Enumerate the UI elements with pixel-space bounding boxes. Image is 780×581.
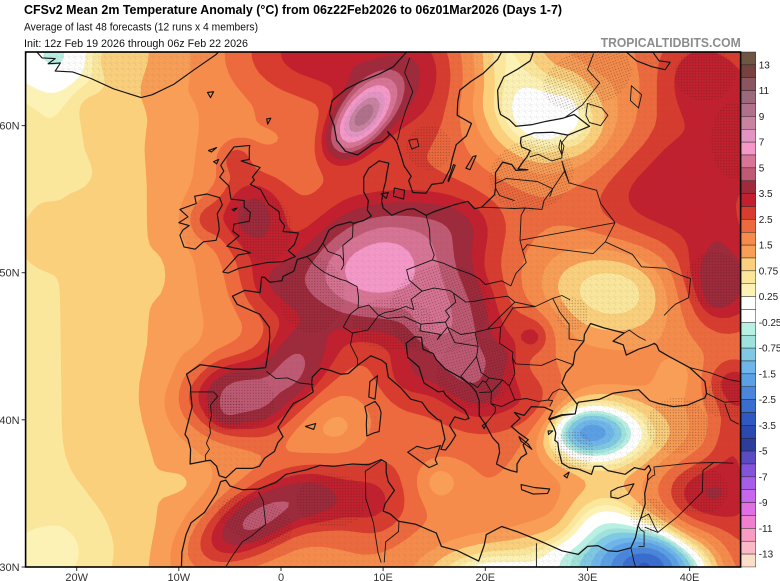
svg-text:50N: 50N bbox=[0, 268, 20, 280]
svg-text:-9: -9 bbox=[759, 498, 768, 509]
svg-text:CFSv2 Mean 2m Temperature Anom: CFSv2 Mean 2m Temperature Anomaly (°C) f… bbox=[24, 2, 562, 17]
svg-text:TROPICALTIDBITS.COM: TROPICALTIDBITS.COM bbox=[601, 35, 741, 50]
svg-text:3.5: 3.5 bbox=[759, 189, 773, 200]
svg-text:-7: -7 bbox=[759, 472, 768, 483]
svg-text:-0.25: -0.25 bbox=[759, 318, 780, 329]
svg-text:-13: -13 bbox=[759, 550, 774, 561]
svg-text:-5: -5 bbox=[759, 447, 768, 458]
svg-text:-2.5: -2.5 bbox=[759, 395, 777, 406]
svg-text:20E: 20E bbox=[476, 572, 496, 581]
svg-text:0.25: 0.25 bbox=[759, 292, 779, 303]
svg-text:-0.75: -0.75 bbox=[759, 344, 780, 355]
svg-text:-11: -11 bbox=[759, 524, 773, 535]
svg-text:0: 0 bbox=[278, 572, 284, 581]
svg-text:1.5: 1.5 bbox=[759, 241, 773, 252]
svg-text:7: 7 bbox=[759, 138, 765, 149]
svg-text:-1.5: -1.5 bbox=[759, 369, 777, 380]
svg-text:20W: 20W bbox=[65, 572, 88, 581]
svg-text:40N: 40N bbox=[0, 415, 20, 427]
svg-text:0.75: 0.75 bbox=[759, 266, 779, 277]
svg-text:30N: 30N bbox=[0, 562, 20, 574]
svg-text:10W: 10W bbox=[167, 572, 190, 581]
svg-text:9: 9 bbox=[759, 112, 765, 123]
svg-text:40E: 40E bbox=[680, 572, 700, 581]
svg-text:Average of last 48 forecasts (: Average of last 48 forecasts (12 runs x … bbox=[24, 22, 258, 34]
svg-text:Init: 12z Feb 19 2026 through: Init: 12z Feb 19 2026 through 06z Feb 22… bbox=[24, 38, 248, 50]
svg-text:13: 13 bbox=[759, 60, 771, 71]
svg-text:10E: 10E bbox=[373, 572, 393, 581]
svg-text:60N: 60N bbox=[0, 121, 20, 133]
svg-text:-3.5: -3.5 bbox=[759, 421, 777, 432]
svg-text:11: 11 bbox=[759, 86, 770, 97]
svg-text:30E: 30E bbox=[578, 572, 598, 581]
svg-text:2.5: 2.5 bbox=[759, 215, 773, 226]
svg-text:5: 5 bbox=[759, 163, 765, 174]
